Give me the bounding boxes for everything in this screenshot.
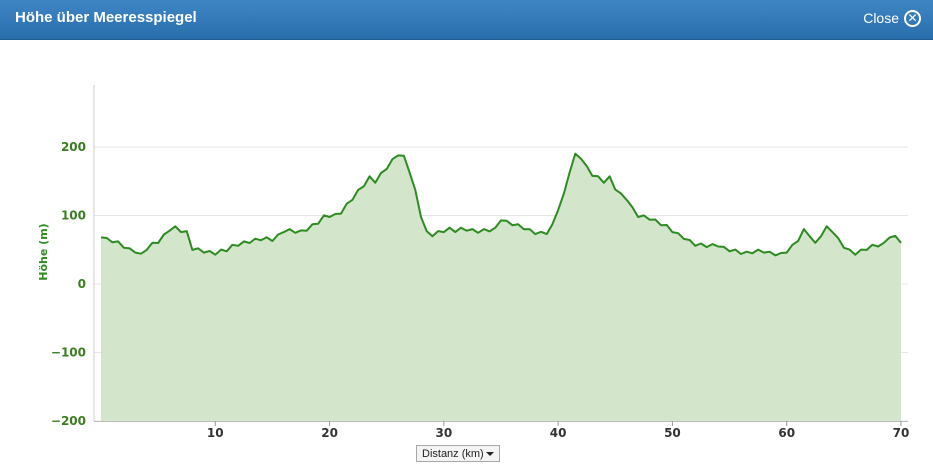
x-axis-select[interactable]: Distanz (km)	[416, 445, 500, 462]
x-axis-ticks: 10 20 30 40 50 60 70	[207, 421, 909, 440]
elevation-line	[100, 152, 902, 257]
dialog-titlebar: Höhe über Meeresspiegel Close ✕	[0, 0, 933, 40]
close-label: Close	[863, 10, 899, 26]
x-tick-label: 50	[664, 426, 681, 440]
y-axis-ticks: 200 100 0 −100 −200	[51, 140, 86, 428]
y-tick-label: −200	[51, 414, 86, 428]
x-tick-label: 20	[321, 426, 338, 440]
x-tick-label: 70	[893, 426, 910, 440]
elevation-area	[101, 153, 901, 421]
y-tick-label: 100	[61, 209, 86, 223]
x-tick-label: 40	[550, 426, 567, 440]
x-tick-label: 30	[436, 426, 453, 440]
y-tick-label: −100	[51, 346, 86, 360]
elevation-chart: 10 20 30 40 50 60 70 200 100 0 −100 −200 Höhe (m)	[37, 85, 909, 440]
y-axis-label: Höhe (m)	[37, 223, 50, 280]
close-circle-x-icon: ✕	[904, 9, 921, 27]
close-button[interactable]: Close ✕	[863, 8, 921, 28]
x-tick-label: 10	[207, 426, 224, 440]
dialog-title: Höhe über Meeresspiegel	[15, 9, 197, 26]
x-tick-label: 60	[778, 426, 795, 440]
x-axis-select-label: Distanz (km)	[422, 447, 484, 460]
y-tick-label: 200	[61, 140, 86, 154]
chevron-down-icon	[486, 452, 494, 456]
y-tick-label: 0	[78, 277, 86, 291]
